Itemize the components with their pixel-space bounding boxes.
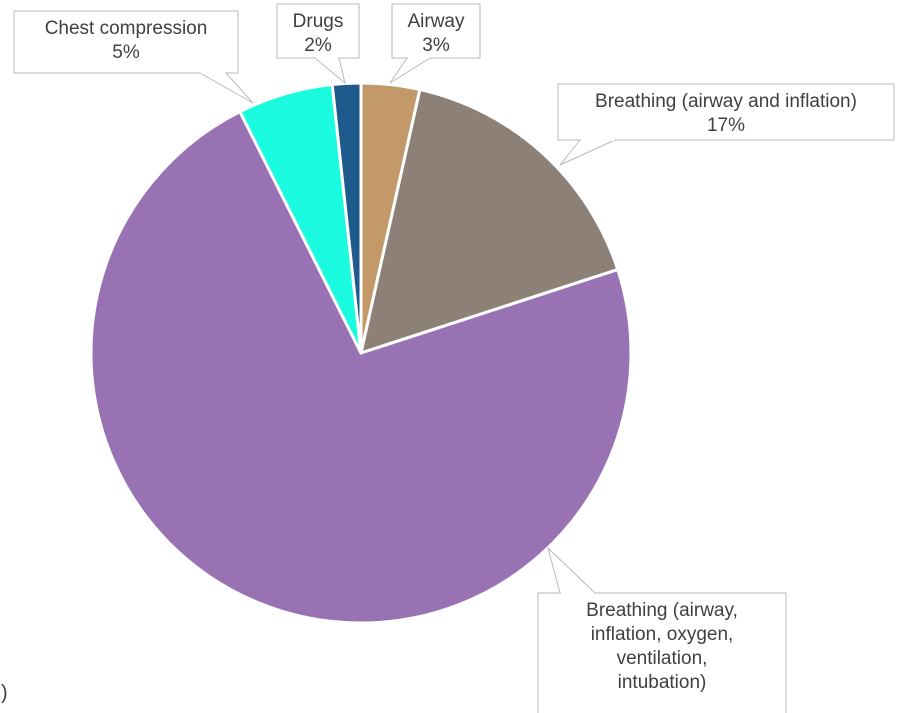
pie-slice-4 xyxy=(330,81,363,354)
callout-pointer-4 xyxy=(313,57,346,85)
callout-2: Breathing (airway, inflation, oxygen, vent… xyxy=(537,546,787,713)
pie-slice-2 xyxy=(89,109,633,625)
data-label-0-0: Airway xyxy=(407,11,465,32)
callout-4: Drugs 2% xyxy=(276,3,360,85)
callout-1: Breathing (airway and inflation) 17% xyxy=(557,83,895,166)
callout-box-2 xyxy=(537,592,787,713)
data-label-2-1: inflation, oxygen, xyxy=(591,624,734,645)
data-label-4-0: Drugs xyxy=(293,11,344,32)
callout-box-1 xyxy=(557,83,895,141)
callout-pointer-1 xyxy=(559,139,616,166)
callout-box-4 xyxy=(276,3,360,59)
data-label-0-1: 3% xyxy=(422,35,450,56)
data-label-2-2: ventilation, xyxy=(617,648,708,669)
data-label-1-0: Breathing (airway and inflation) xyxy=(595,91,857,112)
data-label-4-1: 2% xyxy=(304,35,332,56)
callout-box-0 xyxy=(391,3,481,59)
pie-slice-1 xyxy=(358,87,620,356)
callout-pointer-2 xyxy=(547,546,597,594)
data-label-2-3: intubation) xyxy=(618,672,707,693)
data-label-3-1: 5% xyxy=(112,42,140,63)
data-label-1-1: 17% xyxy=(707,115,745,136)
stray-parenthesis: ) xyxy=(1,682,8,704)
callout-box-3 xyxy=(13,10,239,74)
callout-pointer-3 xyxy=(198,72,254,104)
callout-pointer-0 xyxy=(389,57,432,84)
callout-3: Chest compression 5% xyxy=(13,10,254,104)
callout-0: Airway 3% xyxy=(389,3,481,84)
data-label-2-0: Breathing (airway, xyxy=(586,600,738,621)
data-label-3-0: Chest compression xyxy=(45,18,208,39)
